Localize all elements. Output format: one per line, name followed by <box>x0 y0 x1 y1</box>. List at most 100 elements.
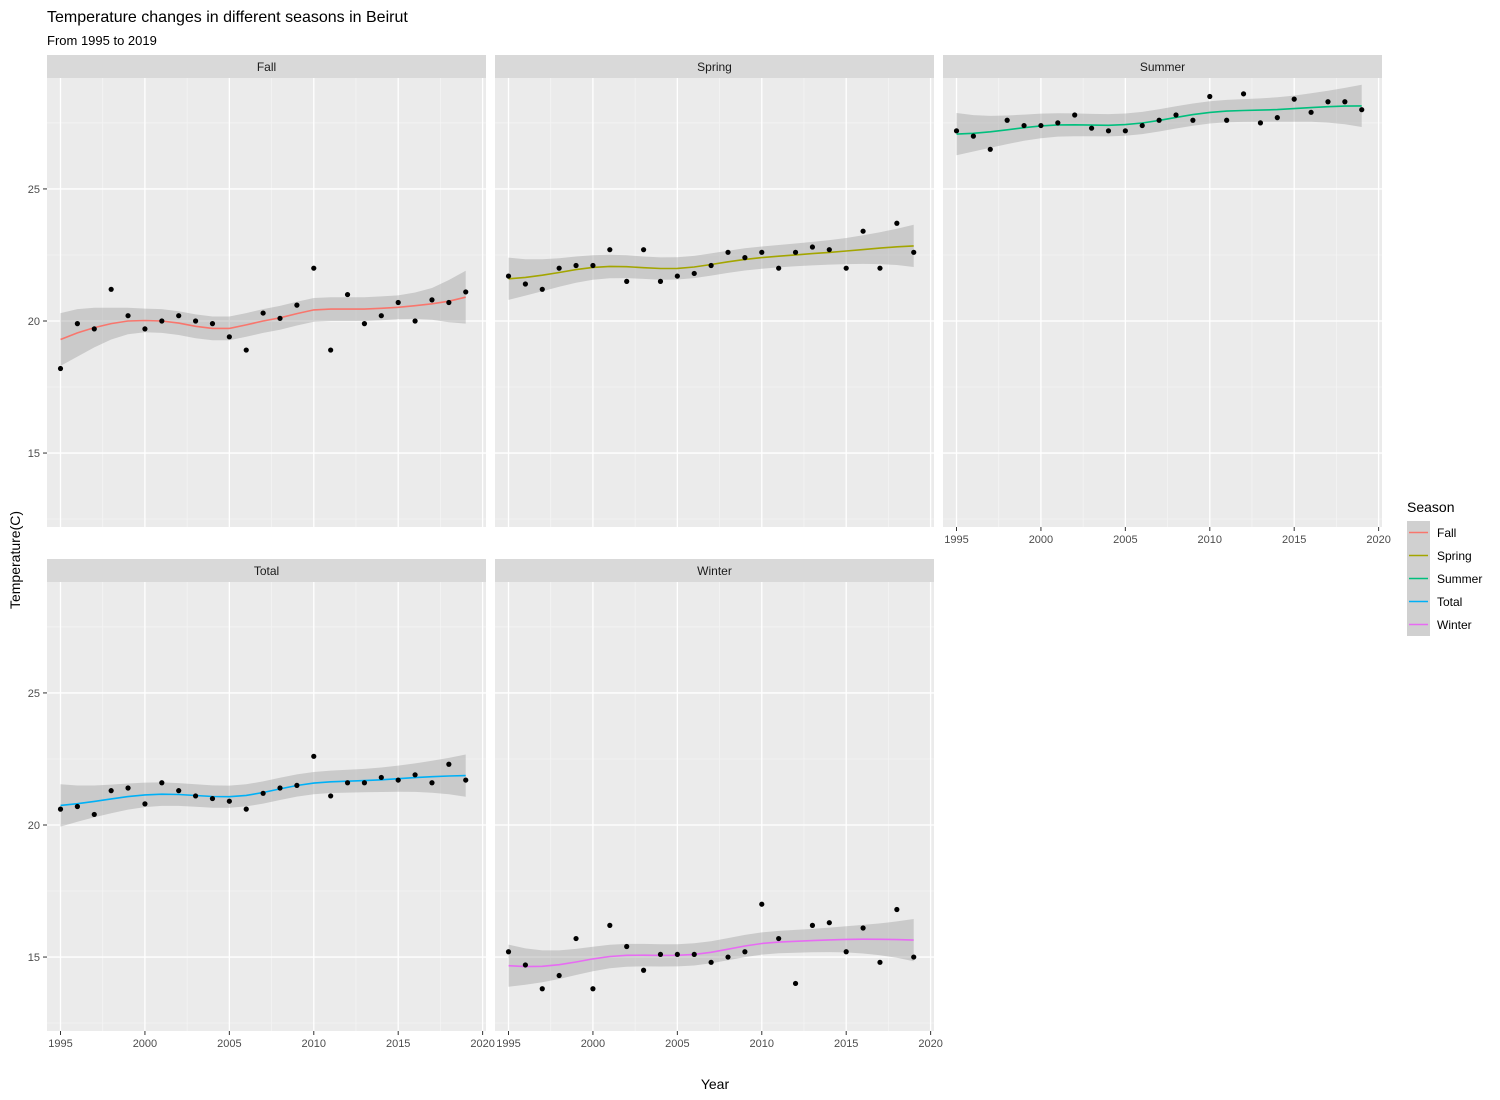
data-point <box>1038 122 1044 129</box>
data-point <box>125 313 131 319</box>
facet-strip-label: Spring <box>697 60 732 74</box>
x-tick-label: 2005 <box>1113 534 1137 546</box>
data-point <box>294 782 300 788</box>
data-point <box>1088 125 1095 131</box>
data-point <box>809 244 816 250</box>
x-tick-label: 2020 <box>1366 534 1390 546</box>
data-point <box>624 943 630 950</box>
data-point <box>640 247 647 253</box>
data-point <box>446 761 452 767</box>
data-point <box>877 265 883 271</box>
data-point <box>192 793 199 799</box>
data-point <box>108 788 114 794</box>
data-point <box>590 986 596 992</box>
panel-background <box>47 78 486 527</box>
data-point <box>74 321 80 327</box>
data-point <box>987 146 993 152</box>
facet-strip <box>495 559 934 582</box>
y-tick-label: 20 <box>28 316 40 328</box>
data-point <box>277 315 283 321</box>
data-point <box>826 247 832 253</box>
confidence-band <box>60 270 466 366</box>
x-tick-label: 2020 <box>470 1038 494 1050</box>
data-point <box>657 951 664 958</box>
data-point <box>260 790 266 796</box>
legend-label: Fall <box>1437 526 1456 540</box>
data-point <box>243 347 249 353</box>
data-point <box>1257 120 1264 126</box>
data-point <box>894 906 900 913</box>
data-point <box>378 774 384 781</box>
legend-label: Summer <box>1437 572 1482 586</box>
legend-item-winter: Winter <box>1407 613 1472 636</box>
data-point <box>159 318 165 324</box>
data-point <box>911 249 917 255</box>
legend-item-spring: Spring <box>1407 544 1472 567</box>
data-point <box>1207 93 1213 100</box>
data-point <box>1156 117 1162 123</box>
data-point <box>505 273 512 279</box>
y-tick-label: 25 <box>28 184 40 196</box>
panel-summer: Summer 1995 2000 2005 2010 2015 2020 <box>943 55 1391 546</box>
panel-winter: Winter 1995 2000 2005 2010 2015 2020 <box>495 559 943 1050</box>
data-point <box>463 289 469 295</box>
data-point <box>776 935 782 942</box>
data-point <box>429 780 435 786</box>
data-point <box>429 297 435 303</box>
x-tick-label: 1995 <box>496 1038 520 1050</box>
data-point <box>640 967 647 973</box>
legend-item-fall: Fall <box>1407 521 1456 544</box>
data-point <box>57 365 64 372</box>
data-point <box>970 133 976 139</box>
chart-subtitle: From 1995 to 2019 <box>47 33 157 48</box>
y-axis-title: Temperature(C) <box>7 511 23 609</box>
legend: Fall Spring Summer Total Winter <box>1407 521 1482 636</box>
data-point <box>556 972 562 979</box>
data-point <box>142 801 148 807</box>
data-point <box>556 265 562 271</box>
data-point <box>522 962 528 968</box>
data-point <box>1308 109 1314 115</box>
data-point <box>294 302 300 308</box>
data-point <box>759 249 765 255</box>
panel-total: Total 15 20 25 1995 2000 2005 2010 2015 2020 <box>28 559 495 1050</box>
data-point <box>522 281 528 287</box>
data-point <box>691 951 697 958</box>
data-point <box>74 803 80 810</box>
x-tick-label: 2005 <box>665 1038 689 1050</box>
data-point <box>311 753 317 759</box>
x-tick-label: 2010 <box>302 1038 326 1050</box>
data-point <box>607 247 613 253</box>
data-point <box>395 299 401 306</box>
data-point <box>412 772 418 778</box>
data-point <box>725 249 731 255</box>
data-point <box>624 278 630 284</box>
x-tick-label: 2000 <box>581 1038 605 1050</box>
data-point <box>742 949 748 955</box>
y-tick-label: 25 <box>28 688 40 700</box>
data-point <box>708 959 714 965</box>
data-point <box>1291 96 1297 102</box>
panel-background <box>495 78 934 527</box>
data-point <box>573 935 579 942</box>
legend-label: Total <box>1437 595 1462 609</box>
data-point <box>826 920 832 926</box>
data-point <box>809 922 816 928</box>
facet-strip <box>943 55 1382 78</box>
data-point <box>953 128 960 134</box>
facet-strip-label: Fall <box>257 60 276 74</box>
data-point <box>539 986 545 992</box>
data-point <box>691 270 697 277</box>
data-point <box>243 806 249 812</box>
data-point <box>1274 115 1280 121</box>
chart-title: Temperature changes in different seasons… <box>47 9 408 26</box>
panel-background <box>943 78 1382 527</box>
confidence-band <box>508 224 914 300</box>
data-point <box>1105 128 1112 134</box>
data-point <box>1173 112 1179 118</box>
data-point <box>1190 117 1196 123</box>
data-point <box>328 347 334 353</box>
x-tick-label: 2015 <box>386 1038 410 1050</box>
y-tick-label: 15 <box>28 952 40 964</box>
legend-title: Season <box>1407 499 1454 515</box>
